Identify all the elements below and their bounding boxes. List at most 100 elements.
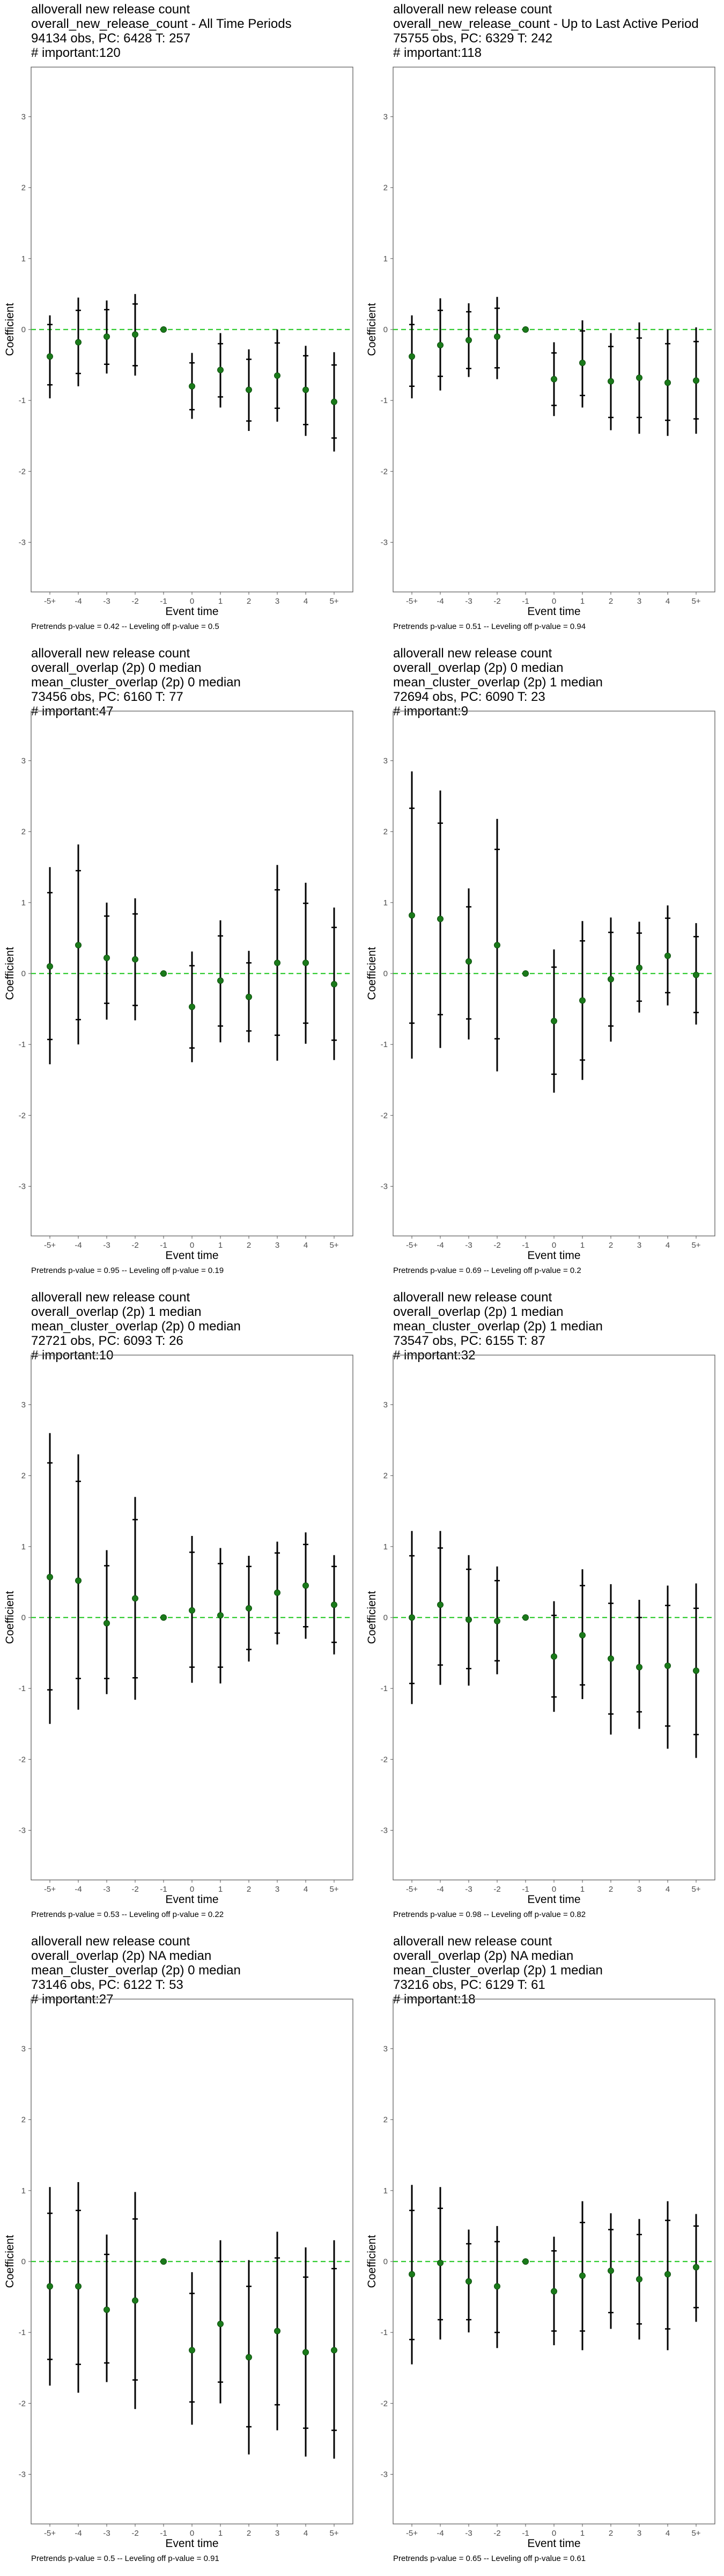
chart-title-line: mean_cluster_overlap (2p) 1 median bbox=[393, 1319, 603, 1334]
chart-panel-1: alloverall new release count overall_new_… bbox=[0, 0, 362, 644]
y-tick-label: -2 bbox=[381, 1755, 388, 1764]
y-tick-label: -1 bbox=[381, 2328, 388, 2337]
chart-title-line: 73146 obs, PC: 6122 T: 53 bbox=[31, 1978, 183, 1992]
chart-title-line: # important:118 bbox=[393, 46, 482, 60]
y-tick-label: 1 bbox=[21, 254, 26, 264]
x-tick-label: 0 bbox=[190, 2529, 194, 2538]
coefficient-point bbox=[494, 2283, 500, 2290]
pvalue-note: Pretrends p-value = 0.65 -- Leveling off… bbox=[393, 2554, 586, 2563]
y-tick-label: 3 bbox=[21, 2045, 26, 2054]
y-tick-label: 0 bbox=[21, 969, 26, 978]
x-tick-label: -3 bbox=[103, 2529, 110, 2538]
coefficient-point bbox=[132, 2297, 138, 2304]
x-tick-label: 1 bbox=[580, 597, 585, 606]
x-tick-label: -2 bbox=[493, 1885, 500, 1894]
coefficient-point bbox=[160, 326, 167, 333]
y-tick-label: 2 bbox=[21, 828, 26, 837]
y-tick-label: 2 bbox=[383, 1472, 388, 1481]
y-tick-label: -3 bbox=[19, 538, 26, 547]
coefficient-point bbox=[437, 1601, 444, 1608]
coefficient-point bbox=[522, 1614, 529, 1621]
x-tick-label: -1 bbox=[522, 1241, 529, 1250]
pvalue-note: Pretrends p-value = 0.69 -- Leveling off… bbox=[393, 1266, 581, 1275]
event-study-plot: -3 -2 -1 0 1 2 3 -5+ -4 -3 -2 -1 0 1 2 3 4 5+ Event time Co… bbox=[366, 711, 715, 1262]
coefficient-point bbox=[494, 942, 500, 949]
chart-title-line: overall_overlap (2p) NA median bbox=[393, 1949, 574, 1963]
coefficient-point bbox=[132, 1595, 138, 1602]
x-tick-label: 2 bbox=[609, 2529, 613, 2538]
coefficient-point bbox=[409, 353, 415, 360]
y-axis-title: Coefficient bbox=[4, 1591, 16, 1644]
coefficient-point bbox=[331, 398, 337, 405]
x-tick-label: 0 bbox=[552, 2529, 556, 2538]
coefficient-point bbox=[466, 2278, 472, 2285]
chart-title-line: alloverall new release count bbox=[393, 2, 552, 17]
chart-title-line: alloverall new release count bbox=[31, 2, 190, 17]
coefficient-point bbox=[274, 372, 280, 379]
x-tick-label: 2 bbox=[247, 1885, 251, 1894]
chart-title-line: # important:120 bbox=[31, 46, 121, 60]
coefficient-point bbox=[104, 2306, 110, 2313]
x-tick-label: 2 bbox=[247, 2529, 251, 2538]
chart-title-line: 94134 obs, PC: 6428 T: 257 bbox=[31, 31, 191, 46]
coefficient-point bbox=[437, 2259, 444, 2266]
x-tick-label: -4 bbox=[437, 597, 444, 606]
y-tick-label: -1 bbox=[381, 396, 388, 405]
x-tick-label: -3 bbox=[465, 1241, 472, 1250]
event-study-plot: -3 -2 -1 0 1 2 3 -5+ -4 -3 -2 -1 0 1 2 3 4 5+ Event time Co… bbox=[4, 67, 353, 618]
x-tick-label: -4 bbox=[437, 2529, 444, 2538]
chart-title-line: 72694 obs, PC: 6090 T: 23 bbox=[393, 690, 545, 704]
x-tick-label: 3 bbox=[637, 2529, 641, 2538]
y-tick-label: -2 bbox=[19, 467, 26, 476]
chart-title-line: alloverall new release count bbox=[31, 646, 190, 661]
y-tick-label: -1 bbox=[381, 1684, 388, 1693]
x-tick-label: -5+ bbox=[406, 597, 418, 606]
coefficient-point bbox=[579, 360, 586, 367]
event-study-plot: -3 -2 -1 0 1 2 3 -5+ -4 -3 -2 -1 0 1 2 3 4 5+ Event time Co… bbox=[4, 1999, 353, 2550]
y-tick-label: 2 bbox=[383, 2116, 388, 2125]
x-tick-label: -2 bbox=[131, 2529, 138, 2538]
coefficient-point bbox=[47, 2283, 53, 2290]
y-tick-label: -2 bbox=[19, 1111, 26, 1120]
x-tick-label: -3 bbox=[465, 2529, 472, 2538]
x-tick-label: 4 bbox=[304, 597, 308, 606]
x-tick-label: -4 bbox=[437, 1885, 444, 1894]
coefficient-point bbox=[189, 383, 195, 390]
y-axis-title: Coefficient bbox=[366, 2235, 378, 2288]
x-tick-label: 0 bbox=[552, 597, 556, 606]
y-tick-label: 3 bbox=[21, 757, 26, 766]
x-tick-label: 0 bbox=[552, 1241, 556, 1250]
coefficient-point bbox=[302, 386, 309, 393]
x-tick-label: 4 bbox=[304, 1241, 308, 1250]
coefficient-point bbox=[189, 1607, 195, 1614]
coefficient-point bbox=[246, 2354, 252, 2361]
chart-title: alloverall new release count overall_new_… bbox=[31, 2, 292, 60]
x-tick-label: -1 bbox=[160, 597, 167, 606]
coefficient-point bbox=[409, 1614, 415, 1621]
coefficient-point bbox=[693, 971, 699, 978]
chart-panel-6: alloverall new release count overall_over… bbox=[362, 1288, 724, 1932]
y-tick-label: -2 bbox=[19, 2399, 26, 2408]
y-axis-title: Coefficient bbox=[4, 947, 16, 1000]
x-tick-label: 0 bbox=[190, 1885, 194, 1894]
x-tick-label: -4 bbox=[75, 1241, 82, 1250]
x-tick-label: -1 bbox=[522, 2529, 529, 2538]
y-tick-label: 1 bbox=[383, 898, 388, 908]
y-tick-label: 1 bbox=[383, 254, 388, 264]
coefficient-point bbox=[246, 386, 252, 393]
pvalue-note: Pretrends p-value = 0.51 -- Leveling off… bbox=[393, 622, 586, 631]
coefficient-point bbox=[693, 377, 699, 384]
x-tick-label: 2 bbox=[609, 597, 613, 606]
x-axis-title: Event time bbox=[527, 2537, 580, 2550]
coefficient-point bbox=[217, 2321, 224, 2328]
coefficient-point bbox=[551, 1653, 557, 1660]
chart-title-line: overall_overlap (2p) 1 median bbox=[393, 1305, 564, 1319]
coefficient-point bbox=[636, 1664, 642, 1671]
x-axis-title: Event time bbox=[527, 1249, 580, 1262]
x-tick-label: 3 bbox=[637, 1241, 641, 1250]
coefficient-point bbox=[217, 977, 224, 984]
chart-title-line: alloverall new release count bbox=[393, 1290, 552, 1305]
coefficient-point bbox=[302, 960, 309, 967]
x-tick-label: -3 bbox=[465, 597, 472, 606]
coefficient-point bbox=[302, 2349, 309, 2356]
